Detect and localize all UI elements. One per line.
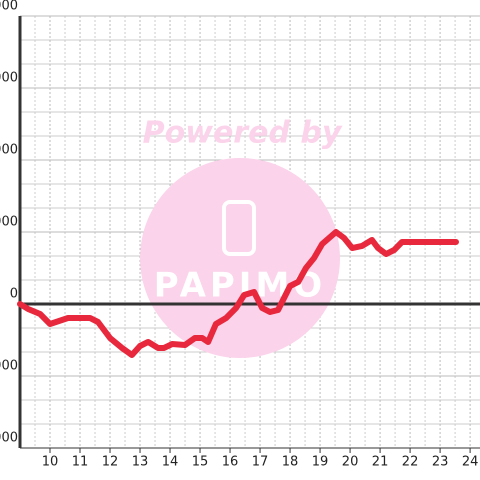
y-tick-label: 6,000 xyxy=(0,143,18,158)
data-line xyxy=(17,229,459,358)
y-tick-label: -6,000 xyxy=(0,431,18,446)
watermark-text: Powered by xyxy=(143,116,343,151)
x-tick-label: 13 xyxy=(132,455,149,470)
y-tick-label: 12,000 xyxy=(0,0,18,14)
x-tick-label: 15 xyxy=(192,455,209,470)
x-tick-label: 17 xyxy=(252,455,269,470)
x-tick-label: 21 xyxy=(372,455,389,470)
x-tick-label: 19 xyxy=(312,455,329,470)
x-tick-label: 10 xyxy=(42,455,59,470)
y-tick-label: 0 xyxy=(10,287,18,302)
y-tick-label: 3,000 xyxy=(0,215,18,230)
x-tick-label: 16 xyxy=(222,455,239,470)
x-tick-label: 22 xyxy=(402,455,419,470)
x-tick-label: 23 xyxy=(432,455,449,470)
x-tick-label: 24 xyxy=(462,455,479,470)
x-tick-label: 11 xyxy=(72,455,89,470)
x-tick-label: 20 xyxy=(342,455,359,470)
watermark-logo-circle xyxy=(140,158,340,358)
x-tick-label: 12 xyxy=(102,455,119,470)
y-tick-label: 9,000 xyxy=(0,71,18,86)
watermark-logo-icon xyxy=(222,200,256,256)
x-tick-label: 14 xyxy=(162,455,179,470)
y-tick-label: -3,000 xyxy=(0,359,18,374)
x-tick-label: 18 xyxy=(282,455,299,470)
